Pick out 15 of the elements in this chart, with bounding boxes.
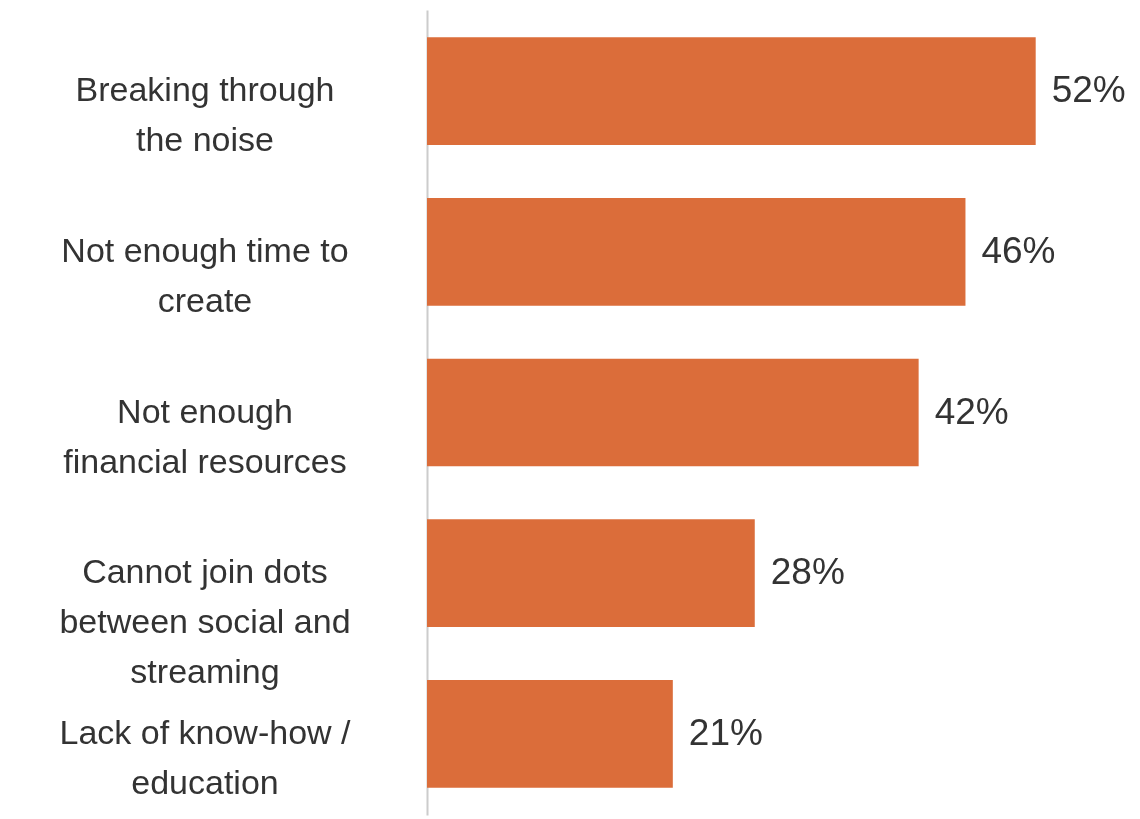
data-label: 52% bbox=[1051, 69, 1126, 111]
y-tick-label: Not enough financial resources bbox=[63, 391, 347, 480]
y-tick-label: Not enough time to create bbox=[61, 230, 349, 319]
bar bbox=[427, 37, 1036, 145]
y-tick-label: Cannot join dots between social and streaming bbox=[59, 552, 351, 691]
bar bbox=[427, 197, 966, 306]
data-label: 21% bbox=[688, 711, 763, 753]
y-tick-label: Breaking through the noise bbox=[75, 70, 335, 159]
bar bbox=[427, 358, 919, 467]
bar bbox=[427, 680, 673, 788]
data-label: 28% bbox=[770, 551, 845, 593]
data-label: 46% bbox=[981, 229, 1056, 271]
data-label: 42% bbox=[934, 390, 1009, 432]
y-tick-label: Lack of know-how / education bbox=[59, 712, 352, 801]
bar bbox=[427, 519, 755, 628]
